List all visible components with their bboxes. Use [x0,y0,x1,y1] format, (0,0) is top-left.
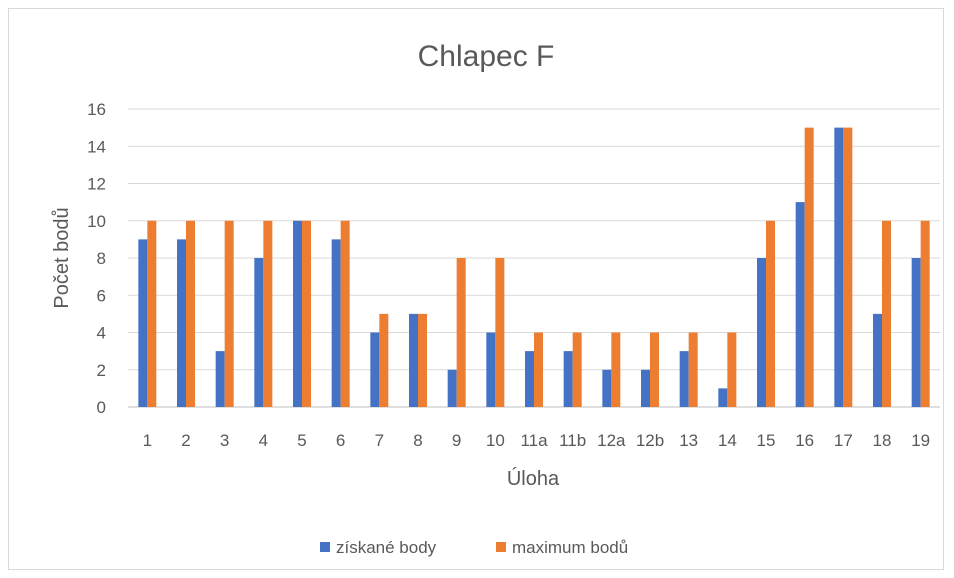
bar-ziskane-body [795,202,805,407]
x-tick-label: 9 [452,431,461,450]
x-tick-label: 19 [911,431,930,450]
bar-maximum-bodu [186,220,195,407]
bar-maximum-bodu [688,332,698,407]
bar-ziskane-body [679,351,689,407]
x-tick-label: 6 [336,431,345,450]
x-tick-label: 17 [834,431,853,450]
legend-swatch [320,542,330,552]
y-tick-label: 0 [97,398,106,417]
bar-ziskane-body [718,388,728,407]
bar-maximum-bodu [224,220,234,407]
bar-ziskane-body [911,258,921,407]
bar-maximum-bodu [882,220,891,407]
x-tick-labels: 1 2 3 4 5 6 7 8 9 10 11a 11b 12a 12b 13 14 15 16 17 18 19 [143,431,931,450]
y-tick-label: 12 [87,175,106,194]
bar-maximum-bodu [843,127,853,407]
bar-ziskane-body [138,239,148,407]
bar-ziskane-body [254,258,264,407]
y-tick-label: 14 [87,137,106,156]
bars [138,127,930,407]
bar-ziskane-body [525,351,534,407]
bar-ziskane-body [370,332,380,407]
x-tick-label: 12b [636,431,664,450]
bar-maximum-bodu [147,220,157,407]
y-tick-label: 2 [97,361,106,380]
x-tick-label: 10 [486,431,505,450]
legend-label: získané body [336,538,437,557]
bar-maximum-bodu [804,127,814,407]
x-tick-label: 8 [413,431,422,450]
bar-maximum-bodu [766,220,775,407]
bar-maximum-bodu [920,220,930,407]
legend: získané body maximum bodů [320,538,628,557]
bar-ziskane-body [331,239,341,407]
bar-maximum-bodu [534,332,543,407]
bar-ziskane-body [409,313,418,407]
x-tick-label: 7 [375,431,384,450]
y-tick-label: 4 [97,324,106,343]
legend-label: maximum bodů [512,538,628,557]
x-tick-label: 1 [143,431,152,450]
bar-ziskane-body [641,369,650,407]
x-tick-label: 2 [181,431,190,450]
x-tick-label: 18 [873,431,892,450]
y-tick-labels: 0 2 4 6 8 10 12 14 16 [87,100,106,417]
bar-ziskane-body [215,351,225,407]
y-axis-title: Počet bodů [51,207,73,308]
legend-swatch [496,542,506,552]
y-tick-label: 6 [97,286,106,305]
x-tick-label: 11b [559,431,586,450]
x-tick-label: 14 [718,431,737,450]
bar-maximum-bodu [302,220,311,407]
bar-maximum-bodu [572,332,582,407]
x-tick-label: 12a [597,431,626,450]
bar-ziskane-body [757,258,766,407]
x-tick-label: 4 [259,431,268,450]
chart-title: Chlapec F [418,40,555,73]
x-tick-label: 11a [520,431,548,450]
bar-maximum-bodu [418,313,427,407]
bar-ziskane-body [873,313,882,407]
x-tick-label: 13 [679,431,698,450]
bar-ziskane-body [293,220,302,407]
x-tick-label: 5 [297,431,306,450]
bar-maximum-bodu [650,332,659,407]
chart-frame [8,8,944,570]
bar-ziskane-body [563,351,573,407]
bar-ziskane-body [486,332,496,407]
bar-maximum-bodu [611,332,621,407]
x-tick-label: 3 [220,431,229,450]
y-tick-label: 10 [87,212,106,231]
y-tick-label: 16 [87,100,106,119]
bar-maximum-bodu [340,220,350,407]
bar-maximum-bodu [727,332,737,407]
bar-ziskane-body [447,369,457,407]
x-axis-title: Úloha [507,467,560,490]
bar-maximum-bodu [379,313,389,407]
x-tick-label: 15 [757,431,776,450]
bar-maximum-bodu [456,258,466,407]
bar-maximum-bodu [495,258,505,407]
bar-maximum-bodu [263,220,273,407]
bar-ziskane-body [602,369,612,407]
y-tick-label: 8 [97,249,106,268]
bar-ziskane-body [834,127,844,407]
bar-ziskane-body [177,239,186,407]
x-tick-label: 16 [795,431,814,450]
